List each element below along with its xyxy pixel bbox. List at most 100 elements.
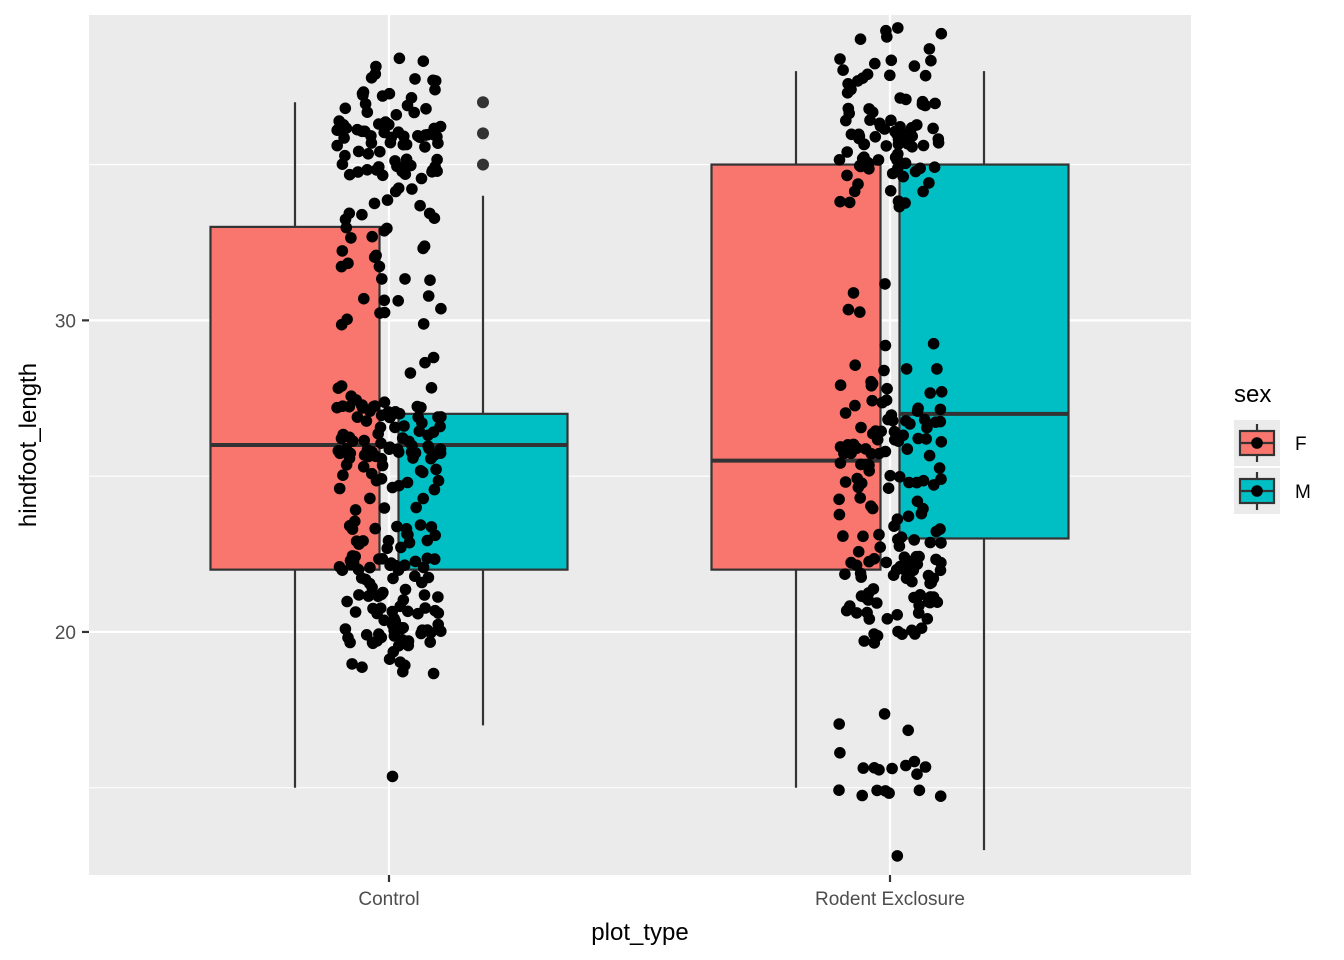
jitter-point [362,450,375,463]
jitter-point [397,594,410,606]
jitter-point [333,561,346,573]
jitter-point [364,561,376,574]
jitter-point [899,197,911,209]
jitter-point [350,535,363,547]
jitter-point [419,141,431,153]
jitter-point [894,92,906,104]
jitter-point [865,380,878,392]
jitter-point [839,568,851,580]
jitter-point [378,306,391,319]
jitter-point [933,462,946,474]
jitter-point [428,449,440,462]
jitter-point [435,302,447,315]
jitter-point [352,145,365,158]
jitter-point [833,493,845,506]
jitter-point [422,429,434,442]
jitter-point [842,303,855,316]
jitter-point [880,556,893,569]
jitter-point [876,396,889,409]
jitter-point [343,168,356,181]
jitter-point [912,402,924,415]
jitter-point [341,313,353,326]
jitter-point [908,60,921,72]
jitter-points [331,22,948,862]
jitter-point [834,53,846,65]
jitter-point [404,367,417,379]
jitter-point [927,122,939,135]
jitter-point [375,588,388,601]
jitter-point [405,92,418,104]
jitter-point [912,432,924,445]
jitter-point [849,359,861,372]
jitter-point [882,413,894,426]
jitter-point [428,483,441,496]
jitter-point [873,117,886,130]
jitter-point [336,245,349,257]
jitter-point [879,339,892,352]
jitter-point [386,770,399,783]
legend-point [1251,437,1263,449]
jitter-point [852,545,865,558]
jitter-point [396,432,409,444]
y-tick-label: 30 [55,311,76,332]
jitter-point [902,724,914,737]
jitter-point [893,471,906,483]
jitter-point [335,432,348,445]
jitter-point [373,553,385,565]
jitter-point [935,386,948,398]
jitter-point [834,379,847,392]
jitter-point [881,613,894,625]
jitter-point [374,145,386,158]
jitter-point [902,510,915,523]
jitter-point [398,420,410,432]
jitter-point [929,97,941,110]
outlier-point [477,96,489,109]
jitter-point [393,52,406,65]
jitter-point [930,553,942,566]
jitter-point [857,762,870,774]
jitter-point [366,230,379,243]
jitter-point [917,185,929,198]
jitter-point [872,154,885,166]
jitter-point [887,569,900,581]
jitter-point [409,555,422,568]
jitter-point [400,523,413,535]
jitter-point [854,306,866,318]
jitter-point [358,434,371,447]
jitter-point [885,54,898,67]
x-axis: Control Rodent Exclosure [358,875,965,910]
jitter-point [834,441,847,453]
jitter-point [409,73,421,85]
jitter-point [393,479,405,492]
jitter-point [842,78,854,90]
jitter-point [834,195,846,208]
jitter-point [892,625,904,638]
jitter-point [906,624,918,637]
jitter-point [390,109,403,121]
jitter-point [364,492,376,505]
jitter-point [381,194,394,206]
jitter-point [427,351,440,364]
jitter-point [410,501,423,514]
jitter-point [403,536,416,549]
jitter-point [934,403,947,416]
jitter-point [356,208,368,221]
jitter-point [430,463,442,476]
jitter-point [871,784,883,797]
jitter-point [363,577,376,590]
jitter-point [402,639,415,652]
jitter-point [420,103,432,115]
jitter-point [873,528,885,541]
jitter-point [840,604,853,617]
jitter-point [337,469,349,482]
jitter-point [412,607,424,620]
jitter-point [900,759,912,772]
jitter-point [850,607,863,619]
jitter-point [919,69,932,82]
jitter-point [362,590,375,602]
jitter-point [391,443,404,456]
jitter-point [418,589,431,601]
jitter-point [837,530,849,542]
jitter-point [934,415,947,428]
jitter-point [422,440,435,453]
